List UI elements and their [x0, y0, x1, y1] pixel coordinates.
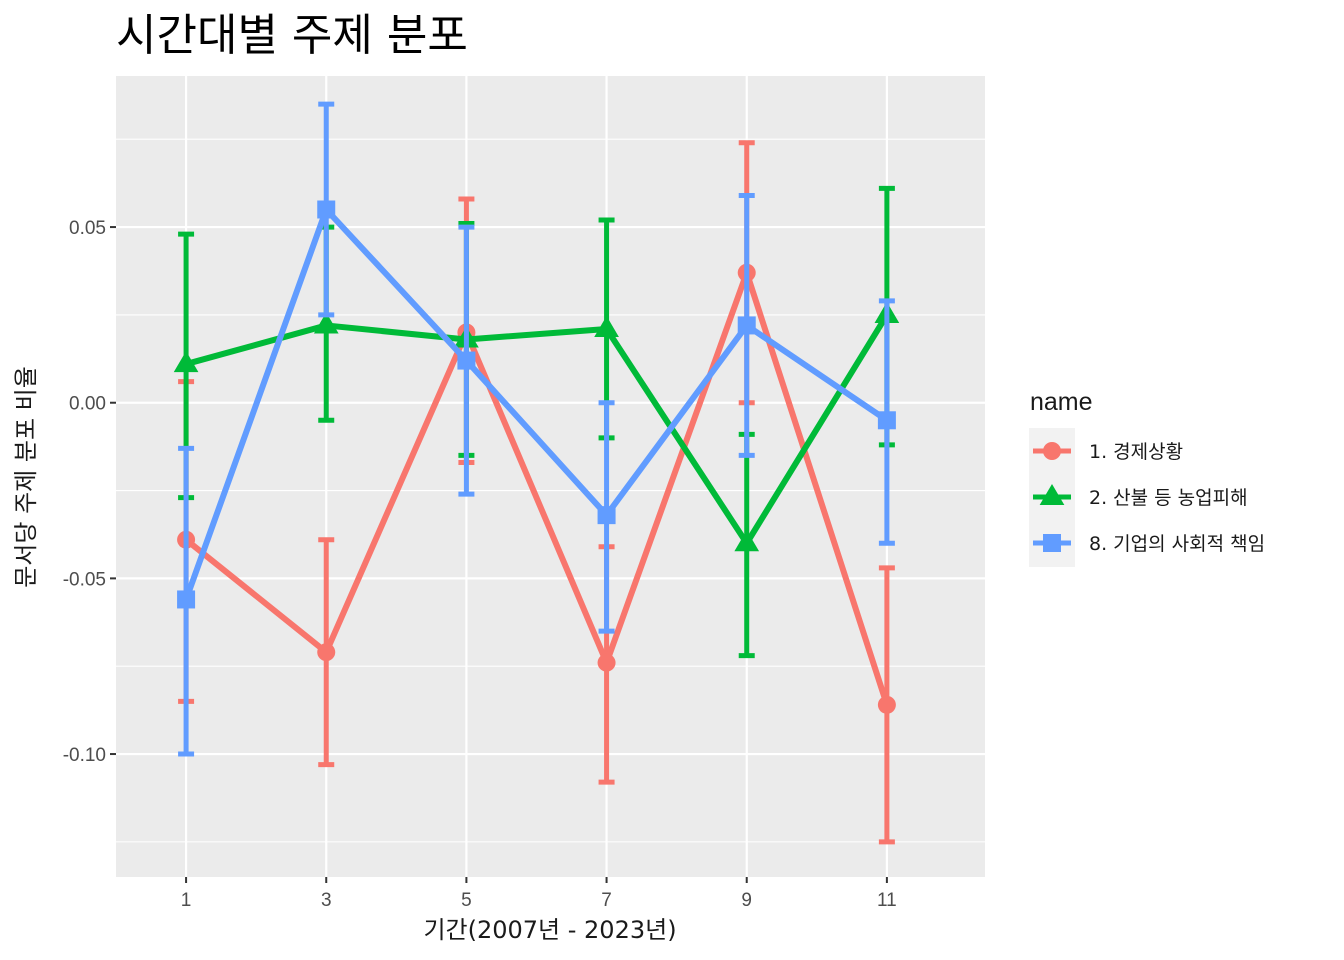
legend-label: 1. 경제상황 [1089, 441, 1183, 463]
legend-label: 8. 기업의 사회적 책임 [1089, 533, 1265, 555]
series-3 [177, 101, 896, 757]
data-point [877, 411, 896, 430]
data-point [173, 351, 199, 373]
data-point [177, 590, 196, 609]
chart-title: 시간대별 주제 분포 [116, 10, 468, 61]
x-tick-label: 5 [461, 890, 472, 911]
data-point [597, 653, 616, 672]
legend-label: 2. 산불 등 농업피해 [1089, 487, 1248, 509]
series-line [185, 313, 890, 547]
axis-ticks: 1 3 5 7 9 11 0.05 0.00 -0.05 -0.10 [63, 218, 897, 911]
data-point [317, 200, 336, 219]
series-layer [173, 101, 900, 845]
y-tick-label: 0.00 [69, 394, 106, 415]
data-point [317, 643, 336, 662]
data-point [877, 695, 896, 714]
data-point [737, 316, 756, 335]
y-tick-label: -0.10 [63, 745, 106, 766]
x-tick-label: 7 [601, 890, 612, 911]
legend-item-3: 8. 기업의 사회적 책임 [1033, 533, 1265, 555]
x-tick-label: 1 [181, 890, 192, 911]
x-tick-label: 11 [877, 890, 897, 911]
grid-minor [116, 138, 985, 843]
x-tick-label: 9 [741, 890, 752, 911]
plot-panel [116, 76, 985, 877]
data-point [313, 312, 339, 334]
legend-key-marker [1043, 534, 1061, 552]
x-axis-title: 기간(2007년 - 2023년) [423, 916, 676, 944]
data-point [734, 530, 760, 552]
y-axis-title: 문서당 주제 분포 비율 [12, 366, 40, 588]
legend: name 1. 경제상황 2. 산불 등 농업피해 8. 기업의 사회적 책임 [1029, 388, 1265, 567]
data-point [457, 351, 476, 370]
legend-item-1: 1. 경제상황 [1033, 441, 1183, 463]
series-line [183, 206, 889, 601]
y-tick-label: 0.05 [69, 218, 106, 239]
legend-title: name [1030, 388, 1093, 416]
legend-item-2: 2. 산불 등 농업피해 [1033, 484, 1248, 509]
data-point [597, 506, 616, 525]
x-tick-label: 3 [321, 890, 332, 911]
legend-key-marker [1043, 442, 1061, 460]
legend-key-marker [1039, 484, 1065, 506]
y-tick-label: -0.05 [63, 569, 106, 590]
data-point [594, 315, 619, 338]
